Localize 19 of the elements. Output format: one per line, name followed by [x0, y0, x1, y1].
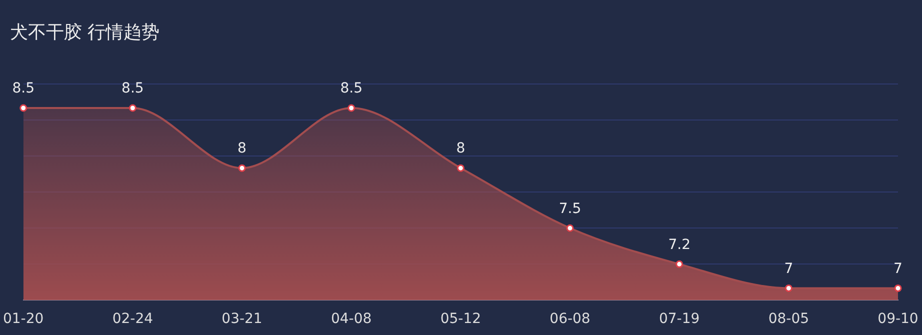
x-tick-label: 08-05 — [768, 311, 810, 328]
data-label: 8.5 — [122, 80, 144, 97]
data-label: 7 — [894, 260, 902, 277]
data-label: 7.2 — [668, 236, 690, 253]
x-tick-label: 06-08 — [550, 311, 590, 328]
chart-title: 犬不干胶 行情趋势 — [10, 21, 160, 44]
data-label: 8.5 — [340, 80, 362, 97]
x-tick-label: 03-21 — [222, 311, 262, 328]
x-tick-label: 02-24 — [112, 311, 154, 328]
data-label: 8 — [456, 140, 466, 157]
x-tick-label: 05-12 — [440, 311, 482, 328]
data-label: 8 — [238, 140, 246, 157]
x-tick-label: 07-19 — [658, 311, 700, 328]
data-label: 7.5 — [558, 200, 582, 217]
x-tick-label: 09-10 — [878, 311, 918, 328]
x-tick-label: 01-20 — [2, 311, 44, 328]
data-label: 7 — [784, 260, 794, 277]
x-tick-label: 04-08 — [330, 311, 372, 328]
data-label: 8.5 — [12, 80, 34, 97]
